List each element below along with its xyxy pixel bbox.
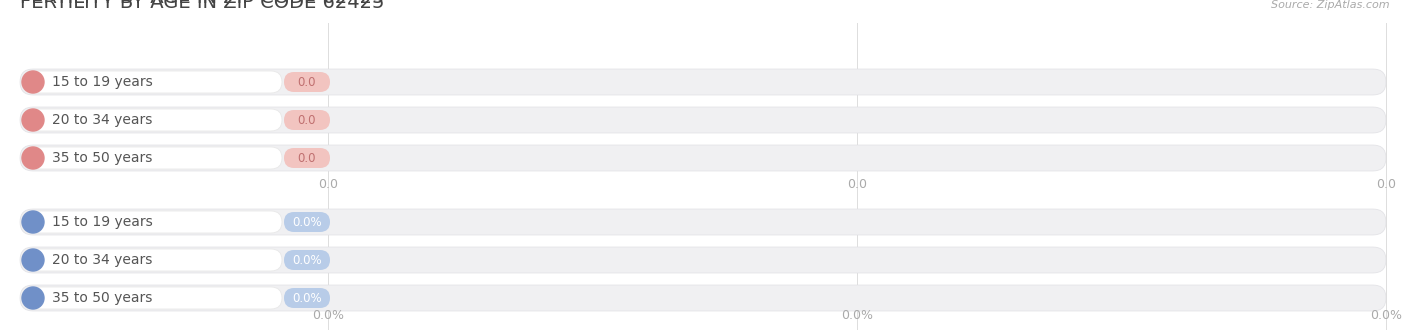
Text: 0.0%: 0.0% <box>1369 309 1402 322</box>
Text: 20 to 34 years: 20 to 34 years <box>52 253 152 267</box>
FancyBboxPatch shape <box>20 69 1386 95</box>
FancyBboxPatch shape <box>22 71 283 93</box>
Text: FERTILITY BY AGE IN ZIP CODE 62425: FERTILITY BY AGE IN ZIP CODE 62425 <box>20 0 384 12</box>
Text: 0.0%: 0.0% <box>292 253 322 267</box>
Text: Source: ZipAtlas.com: Source: ZipAtlas.com <box>1271 0 1391 10</box>
FancyBboxPatch shape <box>22 249 283 271</box>
FancyBboxPatch shape <box>20 209 1386 235</box>
FancyBboxPatch shape <box>20 247 1386 273</box>
FancyBboxPatch shape <box>284 72 330 92</box>
FancyBboxPatch shape <box>20 145 1386 171</box>
Text: 0.0: 0.0 <box>846 178 868 191</box>
Text: FERTILITY BY AGE IN ZIP CODE 62425: FERTILITY BY AGE IN ZIP CODE 62425 <box>20 0 384 7</box>
Text: 0.0: 0.0 <box>298 76 316 88</box>
Text: 0.0%: 0.0% <box>841 309 873 322</box>
Circle shape <box>22 287 44 309</box>
Circle shape <box>22 211 44 233</box>
Text: 0.0: 0.0 <box>1376 178 1396 191</box>
FancyBboxPatch shape <box>20 285 1386 311</box>
FancyBboxPatch shape <box>284 288 330 308</box>
FancyBboxPatch shape <box>22 287 283 309</box>
Text: 0.0%: 0.0% <box>312 309 344 322</box>
FancyBboxPatch shape <box>284 212 330 232</box>
Text: 35 to 50 years: 35 to 50 years <box>52 151 152 165</box>
FancyBboxPatch shape <box>22 211 283 233</box>
Text: 0.0%: 0.0% <box>292 291 322 305</box>
Circle shape <box>22 109 44 131</box>
Circle shape <box>22 249 44 271</box>
Text: 0.0: 0.0 <box>318 178 337 191</box>
Text: 20 to 34 years: 20 to 34 years <box>52 113 152 127</box>
FancyBboxPatch shape <box>22 109 283 131</box>
Text: 0.0%: 0.0% <box>292 215 322 228</box>
Text: 0.0: 0.0 <box>298 151 316 164</box>
FancyBboxPatch shape <box>284 148 330 168</box>
FancyBboxPatch shape <box>284 110 330 130</box>
Text: 15 to 19 years: 15 to 19 years <box>52 75 153 89</box>
Text: 15 to 19 years: 15 to 19 years <box>52 215 153 229</box>
FancyBboxPatch shape <box>22 147 283 169</box>
FancyBboxPatch shape <box>20 107 1386 133</box>
Text: 35 to 50 years: 35 to 50 years <box>52 291 152 305</box>
Circle shape <box>22 71 44 93</box>
FancyBboxPatch shape <box>284 250 330 270</box>
Text: 0.0: 0.0 <box>298 114 316 126</box>
Circle shape <box>22 147 44 169</box>
